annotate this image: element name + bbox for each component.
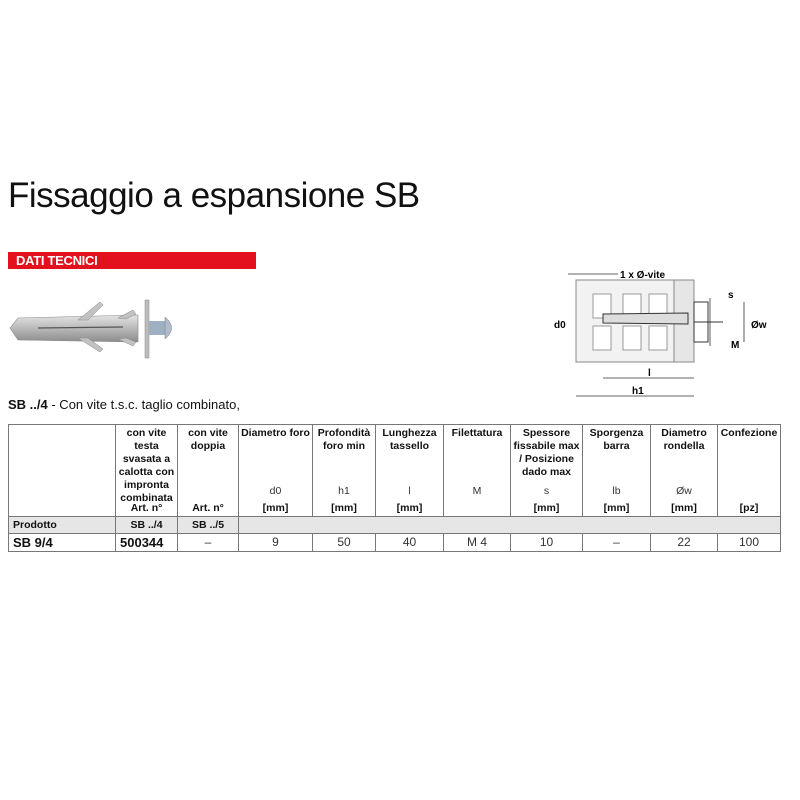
column-header: con vite testa svasata a calotta con imp… — [118, 427, 175, 504]
table-cell: 9 — [238, 533, 313, 552]
column-symbol: lb — [612, 485, 621, 497]
technical-data-table: con vite testa svasata a calotta con imp… — [8, 424, 781, 552]
column-unit: [mm] — [671, 502, 697, 514]
anchor-product-image — [9, 299, 172, 359]
diagram-label-vite: 1 x Ø-vite — [620, 270, 665, 281]
technical-diagram: 1 x Ø-vite s Øw M d0 l h1 — [554, 270, 767, 397]
column-header — [10, 425, 114, 427]
variant-text: - Con vite t.s.c. taglio combinato, — [47, 397, 240, 412]
column-header: Lunghezza tassello — [382, 427, 437, 452]
column-header: Diametro rondella — [661, 427, 707, 452]
column-header: Sporgenza barra — [589, 427, 644, 452]
table-cell: SB 9/4 — [8, 533, 116, 552]
column-unit: [mm] — [603, 502, 630, 514]
column-unit: [pz] — [739, 502, 759, 514]
column-header: Filettatura M — [443, 424, 511, 517]
column-header: Confezione [pz] — [717, 424, 781, 517]
column-header: Diametro foro d0 [mm] — [238, 424, 313, 517]
column-header: Sporgenza barra lb [mm] — [582, 424, 651, 517]
variant-description: SB ../4 - Con vite t.s.c. taglio combina… — [8, 397, 240, 412]
column-symbol: M — [472, 485, 482, 497]
column-unit: [mm] — [533, 502, 560, 514]
column-unit: Art. n° — [130, 502, 163, 514]
column-header: Spessore fissabile max / Posizione dado … — [510, 424, 583, 517]
table-row: SB 9/4 500344–9 50 40 M 4 10–22 100 — [8, 533, 781, 552]
column-symbol: s — [543, 485, 550, 497]
column-header: con vite testa svasata a calotta con imp… — [115, 424, 178, 517]
table-cell: – — [582, 533, 651, 552]
column-header: Profondità foro min — [317, 427, 371, 452]
product-code-4: SB ../4 — [115, 516, 178, 534]
column-unit: [mm] — [331, 502, 357, 514]
variant-code: SB ../4 — [8, 397, 48, 412]
table-cell: 50 — [312, 533, 376, 552]
diagram-label-m: M — [731, 340, 739, 351]
section-label: DATI TECNICI — [8, 252, 256, 269]
diagram-label-d0: d0 — [554, 320, 566, 331]
product-label: Prodotto — [8, 516, 116, 534]
diagram-label-h1: h1 — [632, 386, 644, 397]
diagram-label-s: s — [728, 290, 734, 301]
diagram-label-ow: Øw — [751, 320, 767, 331]
column-symbol: d0 — [269, 485, 282, 497]
table-cell: – — [177, 533, 239, 552]
column-unit: Art. n° — [192, 502, 224, 514]
table-cell: 40 — [375, 533, 444, 552]
column-header: Profondità foro min h1 [mm] — [312, 424, 376, 517]
column-header: Filettatura — [451, 427, 503, 439]
product-code-5: SB ../5 — [177, 516, 239, 534]
table-cell: 10 — [510, 533, 583, 552]
column-header: con vite doppia Art. n° — [177, 424, 239, 517]
column-header: con vite doppia — [188, 427, 228, 452]
table-cell: 100 — [717, 533, 781, 552]
column-header: Diametro foro — [241, 427, 310, 439]
column-header: Spessore fissabile max / Posizione dado … — [513, 427, 580, 478]
column-symbol: h1 — [338, 485, 350, 497]
page-title: Fissaggio a espansione SB — [8, 176, 420, 215]
product-row: Prodotto SB ../4 SB ../5 — [8, 516, 781, 534]
column-header: Lunghezza tassello l [mm] — [375, 424, 444, 517]
column-header: Diametro rondella Øw [mm] — [650, 424, 718, 517]
column-symbol: Øw — [676, 485, 692, 497]
table-cell: 22 — [650, 533, 718, 552]
column-unit: [mm] — [262, 502, 289, 514]
diagram-label-l: l — [648, 368, 651, 379]
table-cell: 500344 — [115, 533, 178, 552]
column-header — [8, 424, 116, 517]
column-symbol: l — [408, 485, 411, 497]
column-unit: [mm] — [396, 502, 423, 514]
table-cell: M 4 — [443, 533, 511, 552]
column-header: Confezione — [720, 427, 778, 439]
